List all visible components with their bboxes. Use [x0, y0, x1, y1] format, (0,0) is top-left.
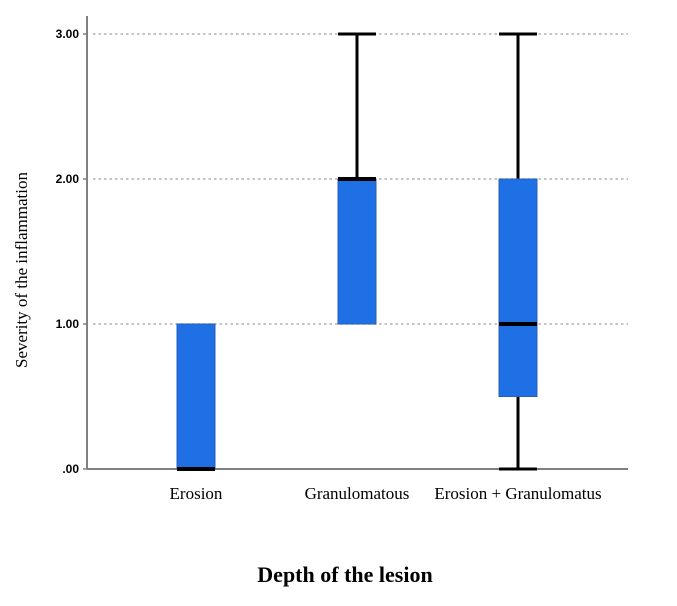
x-category-labels: Erosion Granulomatous Erosion + Granulomat… [170, 484, 602, 503]
y-tick-label: 1.00 [56, 317, 80, 331]
iqr-box [498, 178, 538, 397]
x-category-label: Erosion + Granulomatus [434, 484, 601, 503]
box-1 [176, 323, 216, 471]
y-axis-title: Severity of the inflammation [12, 172, 31, 368]
y-tick-label: 3.00 [56, 27, 80, 41]
x-category-label: Erosion [170, 484, 223, 503]
iqr-box [176, 323, 216, 470]
y-tick-labels: .00 1.00 2.00 3.00 [56, 27, 80, 476]
boxes [176, 32, 538, 471]
x-category-label: Granulomatous [305, 484, 410, 503]
x-axis-title: Depth of the lesion [257, 562, 432, 587]
y-tick-label: 2.00 [56, 172, 80, 186]
iqr-box [337, 178, 377, 325]
box-3 [498, 32, 538, 471]
y-tick-label: .00 [62, 462, 79, 476]
box-2 [337, 32, 377, 325]
